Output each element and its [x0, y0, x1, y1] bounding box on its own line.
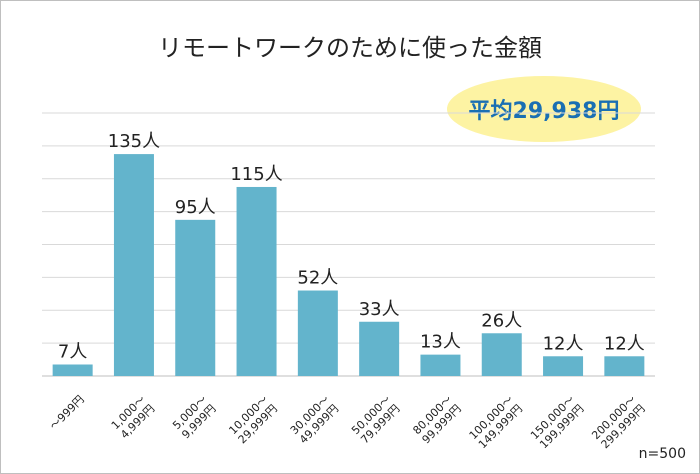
bar — [113, 154, 154, 376]
bar-value-label: 12人 — [604, 333, 645, 354]
x-tick-label: 1,000～4,999円 — [109, 393, 157, 441]
bar — [420, 354, 461, 376]
bar-value-label: 26人 — [481, 310, 522, 331]
bar-value-label: 115人 — [230, 164, 282, 185]
bar-value-label: 12人 — [543, 333, 584, 354]
x-tick-label: ～999円 — [47, 393, 87, 433]
bar-value-label: 7人 — [58, 341, 87, 362]
bar — [543, 356, 584, 376]
x-tick-label: 200,000～299,999円 — [589, 393, 647, 451]
bar — [52, 364, 93, 376]
x-tick-label: 10,000～29,999円 — [226, 393, 279, 446]
x-tick-label: 30,000～49,999円 — [288, 393, 341, 446]
sample-size-note: n=500 — [638, 446, 686, 462]
value-labels: 7人 135人 95人 115人 52人 33人 13人 26人 12人 12人 — [58, 131, 645, 362]
bar-value-label: 95人 — [175, 197, 216, 218]
bar-value-label: 52人 — [297, 268, 338, 289]
bar — [604, 356, 645, 376]
bar — [297, 290, 338, 376]
chart-title: リモートワークのために使った金額 — [158, 34, 542, 62]
x-tick-label: 50,000～79,999円 — [349, 393, 402, 446]
x-tick-label: 150,000～199,999円 — [528, 393, 586, 451]
bar — [236, 186, 277, 376]
bar — [481, 333, 522, 376]
x-tick-labels: ～999円 1,000～4,999円 5,000～9,999円 10,000～29,9… — [47, 393, 647, 451]
x-tick-label: 100,000～149,999円 — [467, 393, 525, 451]
x-tick-label: 5,000～9,999円 — [170, 393, 218, 441]
bar-value-label: 135人 — [108, 131, 160, 152]
bar-value-label: 13人 — [420, 332, 461, 353]
bar-value-label: 33人 — [359, 299, 400, 320]
bar — [359, 321, 400, 376]
average-badge: 平均29,938円 — [447, 76, 641, 142]
bar — [175, 219, 216, 376]
x-tick-label: 80,000～99,999円 — [410, 393, 463, 446]
bars — [52, 154, 645, 376]
